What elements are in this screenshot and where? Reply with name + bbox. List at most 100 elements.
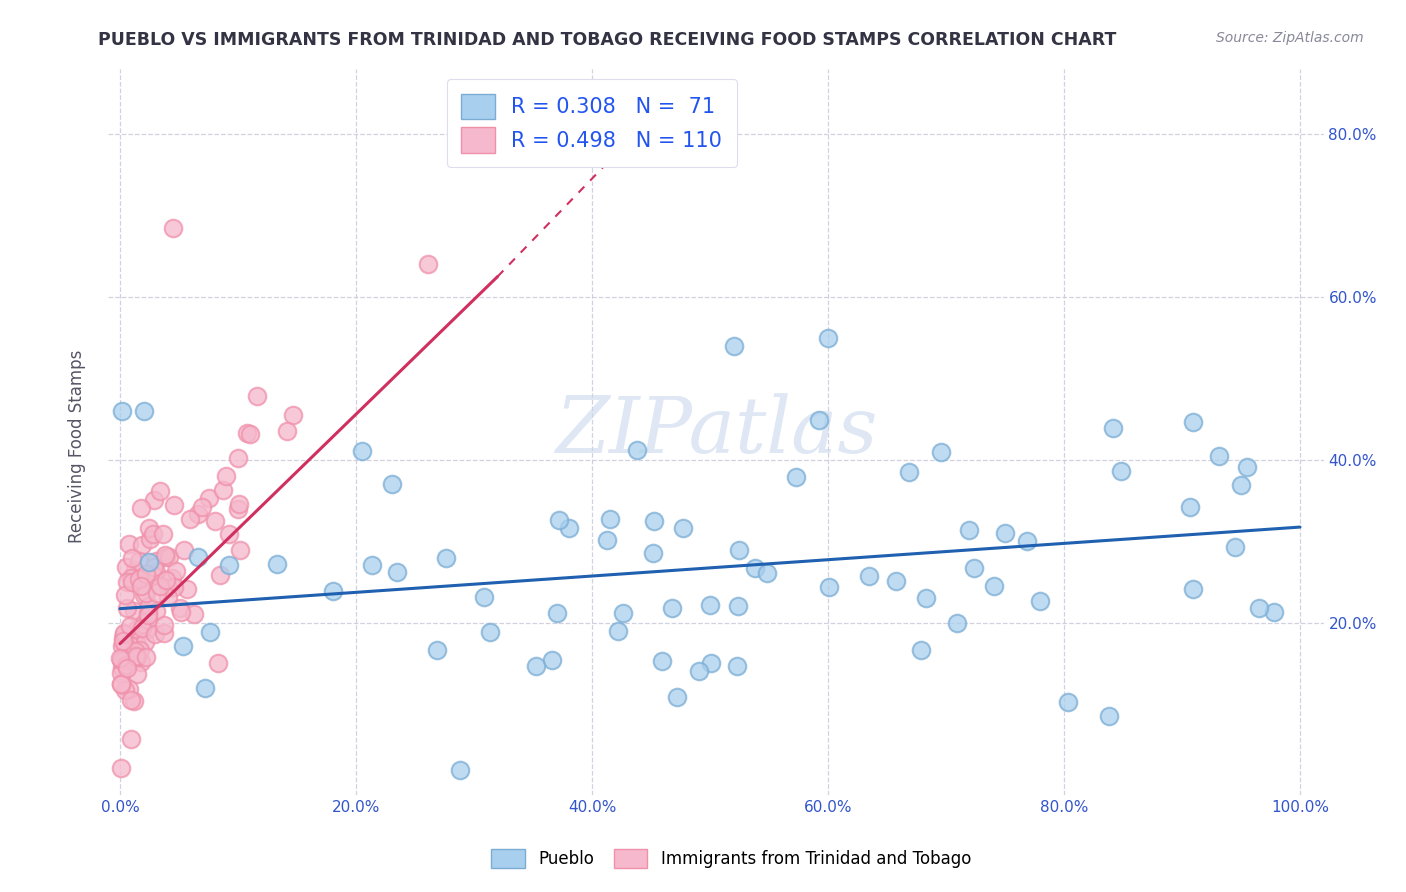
Point: [138, 599, 160, 613]
Point: [931, 445, 953, 459]
Point: [548, 513, 571, 527]
Point: [204, 514, 226, 528]
Point: [145, 565, 167, 579]
Point: [173, 542, 195, 557]
Point: [207, 657, 229, 671]
Point: [110, 677, 132, 691]
Point: [118, 537, 141, 551]
Point: [120, 640, 142, 654]
Point: [626, 443, 648, 458]
Point: [132, 617, 155, 632]
Point: [172, 639, 194, 653]
Point: [117, 682, 139, 697]
Point: [111, 631, 134, 645]
Point: [115, 601, 138, 615]
Point: [155, 549, 177, 564]
Point: [725, 659, 748, 673]
Point: [808, 413, 831, 427]
Point: [114, 588, 136, 602]
Point: [131, 539, 153, 553]
Point: [198, 491, 221, 505]
Point: [157, 582, 180, 596]
Point: [387, 565, 409, 579]
Point: [449, 763, 471, 777]
Point: [688, 664, 710, 678]
Point: [381, 477, 404, 491]
Point: [1263, 605, 1285, 619]
Point: [276, 424, 298, 438]
Point: [239, 426, 262, 441]
Point: [910, 643, 932, 657]
Point: [152, 626, 174, 640]
Point: [700, 656, 723, 670]
Point: [1109, 465, 1132, 479]
Point: [651, 654, 673, 668]
Point: [858, 569, 880, 583]
Point: [110, 666, 132, 681]
Point: [114, 638, 136, 652]
Point: [139, 533, 162, 547]
Point: [129, 643, 152, 657]
Point: [132, 404, 155, 418]
Point: [1098, 709, 1121, 723]
Text: PUEBLO VS IMMIGRANTS FROM TRINIDAD AND TOBAGO RECEIVING FOOD STAMPS CORRELATION : PUEBLO VS IMMIGRANTS FROM TRINIDAD AND T…: [98, 31, 1116, 49]
Point: [111, 661, 134, 675]
Point: [134, 588, 156, 602]
Point: [124, 563, 146, 577]
Point: [165, 564, 187, 578]
Point: [157, 549, 180, 564]
Point: [163, 580, 186, 594]
Point: [160, 571, 183, 585]
Point: [187, 507, 209, 521]
Point: [138, 607, 160, 622]
Point: [540, 653, 562, 667]
Point: [1057, 695, 1080, 709]
Point: [884, 574, 907, 588]
Point: [125, 649, 148, 664]
Point: [128, 572, 150, 586]
Point: [756, 566, 779, 580]
Point: [727, 599, 749, 614]
Point: [817, 580, 839, 594]
Point: [121, 551, 143, 566]
Point: [145, 604, 167, 618]
Point: [134, 635, 156, 649]
Point: [191, 500, 214, 515]
Point: [1223, 540, 1246, 554]
Point: [360, 558, 382, 573]
Point: [236, 425, 259, 440]
Point: [112, 627, 135, 641]
Point: [1015, 534, 1038, 549]
Point: [246, 389, 269, 403]
Point: [112, 634, 135, 648]
Point: [983, 579, 1005, 593]
Point: [115, 574, 138, 589]
Point: [1102, 420, 1125, 434]
Point: [599, 512, 621, 526]
Point: [426, 642, 449, 657]
Point: [218, 558, 240, 573]
Point: [785, 470, 807, 484]
Point: [1029, 594, 1052, 608]
Point: [138, 555, 160, 569]
Point: [218, 527, 240, 541]
Point: [163, 498, 186, 512]
Point: [149, 484, 172, 499]
Point: [128, 553, 150, 567]
Point: [121, 574, 143, 589]
Point: [661, 600, 683, 615]
Point: [350, 444, 373, 458]
Point: [115, 658, 138, 673]
Point: [131, 501, 153, 516]
Point: [212, 483, 235, 498]
Point: [152, 526, 174, 541]
Point: [146, 586, 169, 600]
Point: [149, 579, 172, 593]
Point: [142, 527, 165, 541]
Point: [125, 622, 148, 636]
Point: [111, 639, 134, 653]
Point: [110, 677, 132, 691]
Point: [1230, 478, 1253, 492]
Point: [479, 625, 502, 640]
Point: [114, 683, 136, 698]
